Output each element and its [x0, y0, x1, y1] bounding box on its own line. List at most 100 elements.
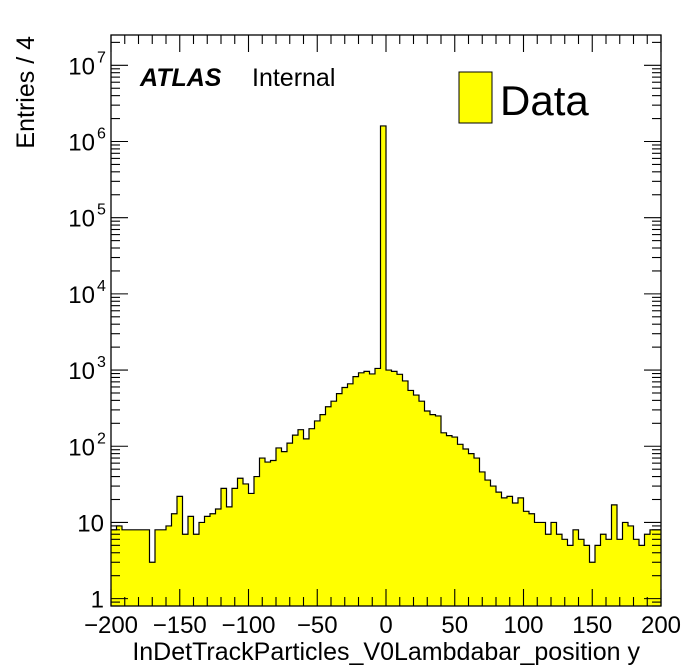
- histogram-bar: [325, 406, 332, 606]
- histogram-bar: [639, 545, 645, 606]
- histogram-bar: [364, 371, 370, 606]
- histogram-bar: [188, 516, 194, 606]
- histogram-bar: [606, 539, 612, 606]
- histogram-bar: [446, 435, 453, 606]
- histogram-bar: [457, 444, 464, 606]
- histogram-bar: [402, 380, 409, 606]
- histogram-bar: [292, 435, 299, 606]
- histogram-bar: [419, 401, 425, 606]
- histogram-bar: [518, 497, 524, 606]
- histogram-bar: [155, 529, 161, 606]
- histogram-bar: [298, 429, 304, 606]
- histogram-bar: [573, 529, 579, 606]
- x-tick-label: 0: [379, 612, 392, 639]
- histogram-bar: [232, 488, 238, 606]
- histogram-bar: [193, 534, 200, 606]
- histogram-bar: [265, 462, 271, 606]
- histogram-bar: [226, 506, 233, 606]
- histogram-bar: [600, 534, 607, 606]
- histogram-bar: [243, 483, 249, 606]
- histogram-bar: [463, 449, 469, 606]
- histogram-bar: [347, 383, 354, 606]
- y-tick-exponent: 2: [97, 430, 106, 447]
- y-tick-exponent: 4: [97, 278, 106, 295]
- histogram-bar: [496, 492, 502, 606]
- histogram-bar: [171, 513, 178, 606]
- histogram-bar: [254, 476, 260, 606]
- histogram-bar: [545, 534, 552, 606]
- y-tick-label: 10: [68, 53, 95, 80]
- histogram-bar: [650, 529, 656, 606]
- histogram-bar: [303, 438, 310, 606]
- histogram-bar: [276, 447, 282, 606]
- y-tick-label: 10: [77, 510, 104, 537]
- histogram-bar: [507, 496, 513, 606]
- histogram-bar: [353, 376, 359, 606]
- histogram-bar: [435, 415, 442, 606]
- y-axis-title: Entries / 4: [12, 36, 40, 149]
- histogram-bar: [342, 387, 348, 606]
- histogram-bar: [589, 562, 596, 606]
- histogram-bar: [441, 432, 447, 606]
- x-tick-label: 100: [503, 612, 543, 639]
- x-tick-label: −150: [153, 612, 207, 639]
- histogram-bars: [111, 125, 662, 606]
- x-tick-label: 150: [572, 612, 612, 639]
- x-tick-labels: −200 −150 −100 −50 0 50 100 150 200: [84, 612, 681, 639]
- x-tick-label: −50: [297, 612, 338, 639]
- y-tick-label: 10: [68, 434, 95, 461]
- histogram-bar: [287, 443, 293, 606]
- histogram-bar: [259, 458, 266, 606]
- histogram-bar: [578, 539, 585, 606]
- histogram-outline: [111, 125, 661, 563]
- y-tick-label: 10: [68, 206, 95, 233]
- histogram-bar: [391, 371, 398, 606]
- histogram-bar: [617, 539, 623, 606]
- x-tick-label: 50: [441, 612, 468, 639]
- histogram-bar: [248, 493, 255, 606]
- histogram-bar: [430, 414, 436, 606]
- histogram-bar: [424, 411, 431, 606]
- histogram-bar: [320, 414, 326, 606]
- histogram-bar: [210, 513, 216, 606]
- histogram-bar: [314, 420, 321, 606]
- histogram-bar: [556, 534, 563, 606]
- histogram-bar: [567, 545, 574, 606]
- y-tick-label: 10: [68, 358, 95, 385]
- histogram-bar: [375, 368, 381, 606]
- y-tick-exponent: 7: [97, 49, 106, 66]
- histogram-bar: [490, 486, 497, 606]
- histogram-bar: [281, 451, 288, 606]
- histogram-bar: [116, 525, 123, 606]
- x-axis-title: InDetTrackParticles_V0Lambdabar_position…: [132, 638, 640, 666]
- x-tick-label: 200: [641, 612, 681, 639]
- histogram-bar: [199, 522, 205, 606]
- histogram-bar: [204, 516, 211, 606]
- histogram-bar: [111, 529, 117, 606]
- histogram-bar: [584, 545, 590, 606]
- x-tick-label: −200: [84, 612, 138, 639]
- histogram-bar: [622, 522, 629, 606]
- histogram-bar: [237, 478, 244, 606]
- atlas-sublabel: Internal: [252, 64, 335, 92]
- histogram-bar: [452, 437, 458, 606]
- y-tick-label: 1: [91, 587, 104, 614]
- histogram-bar: [644, 534, 651, 606]
- histogram-bar: [413, 395, 420, 606]
- histogram-bar: [468, 453, 475, 606]
- histogram-bar: [523, 511, 530, 606]
- histogram-bar: [501, 497, 508, 606]
- histogram-bar: [122, 529, 128, 606]
- histogram-bar: [177, 496, 183, 606]
- histogram-bar: [336, 393, 343, 606]
- histogram-bar: [408, 390, 414, 606]
- histogram-bar: [551, 522, 557, 606]
- histogram-bar: [331, 401, 337, 606]
- histogram-bar: [166, 525, 172, 606]
- histogram-bar: [479, 471, 486, 606]
- histogram-bar: [182, 534, 189, 606]
- histogram-bar: [512, 502, 519, 606]
- histogram-bar: [485, 480, 491, 606]
- histogram-bar: [138, 529, 145, 606]
